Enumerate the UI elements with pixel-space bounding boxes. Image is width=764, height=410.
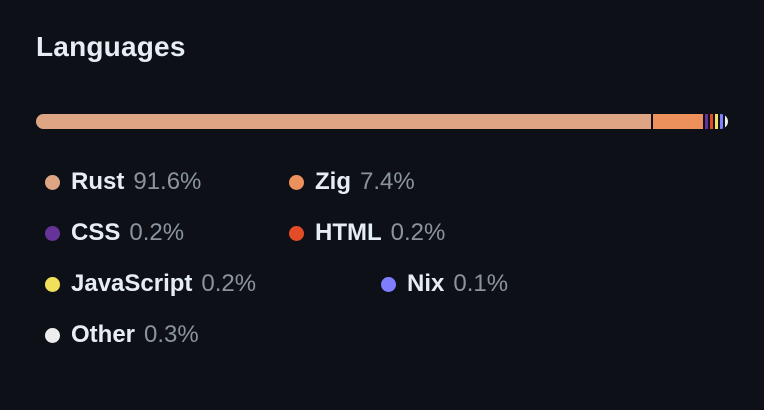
language-percent: 0.2% — [129, 219, 185, 246]
language-percent: 0.1% — [453, 270, 509, 297]
zig-color-dot — [289, 174, 304, 190]
language-name: JavaScript — [71, 270, 193, 297]
bar-segment-javascript[interactable] — [715, 114, 718, 129]
language-name: Nix — [407, 270, 445, 297]
legend-item-nix[interactable]: Nix 0.1% — [372, 269, 508, 299]
bar-segment-css[interactable] — [705, 114, 708, 129]
bar-segment-other[interactable] — [725, 114, 728, 129]
rust-color-dot — [45, 174, 60, 190]
bar-segment-zig[interactable] — [653, 114, 703, 129]
legend-item-zig[interactable]: Zig 7.4% — [280, 167, 524, 197]
bar-segment-rust[interactable] — [36, 114, 652, 129]
nix-color-dot — [381, 276, 396, 292]
legend-item-html[interactable]: HTML 0.2% — [280, 218, 524, 248]
javascript-color-dot — [45, 276, 60, 292]
language-name: Zig — [315, 168, 351, 195]
language-bar — [36, 114, 728, 129]
legend-item-other[interactable]: Other 0.3% — [36, 320, 280, 350]
language-name: Other — [71, 321, 136, 348]
language-percent: 91.6% — [133, 168, 202, 195]
language-legend: Rust 91.6% Zig 7.4% CSS 0.2% HTML 0.2% JavaScrip… — [36, 167, 728, 371]
other-color-dot — [45, 327, 60, 343]
language-percent: 0.3% — [144, 321, 199, 348]
bar-segment-html[interactable] — [710, 114, 713, 129]
language-percent: 7.4% — [360, 168, 415, 195]
html-color-dot — [289, 225, 304, 241]
legend-item-css[interactable]: CSS 0.2% — [36, 218, 280, 248]
legend-item-javascript[interactable]: JavaScript 0.2% — [36, 269, 280, 299]
language-name: Rust — [71, 168, 125, 195]
language-percent: 0.2% — [201, 270, 257, 297]
bar-segment-nix[interactable] — [720, 114, 723, 129]
language-name: HTML — [315, 219, 382, 246]
legend-item-rust[interactable]: Rust 91.6% — [36, 167, 280, 197]
language-name: CSS — [71, 219, 121, 246]
css-color-dot — [45, 225, 60, 241]
language-percent: 0.2% — [390, 219, 446, 246]
panel-title: Languages — [36, 31, 186, 62]
